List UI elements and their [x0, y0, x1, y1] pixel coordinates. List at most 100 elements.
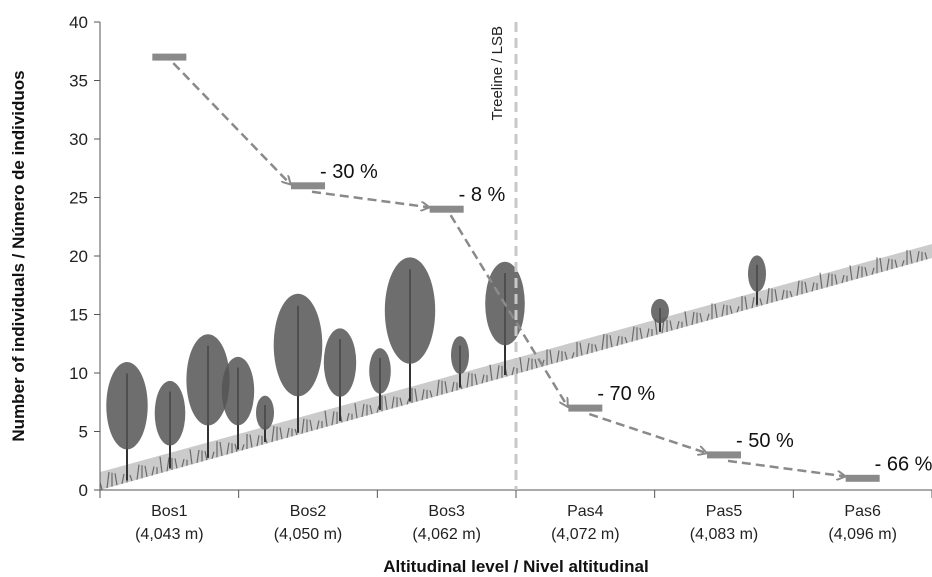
grass-blade [564, 351, 568, 360]
trend-arrow [311, 190, 429, 207]
grass-blade [159, 456, 163, 473]
grass-blade [796, 280, 800, 296]
grass-blade [354, 403, 358, 419]
tree-crown [186, 334, 230, 426]
grass-blade [294, 428, 298, 436]
change-label: - 66 % [875, 453, 932, 475]
grass-blade [249, 434, 253, 448]
grass-blade [466, 372, 470, 388]
grass-blade [624, 336, 628, 344]
tree-crown [106, 362, 148, 450]
tree-crown [323, 328, 357, 397]
grass-blade [646, 328, 650, 338]
grass-blade [421, 389, 425, 401]
grass-blade [669, 320, 673, 331]
grass-blade [166, 457, 170, 472]
x-category-altitude: (4,043 m) [135, 526, 203, 543]
grass-blade [864, 266, 868, 277]
grass-blade [894, 259, 898, 268]
grass-blade [481, 374, 485, 384]
grass-blade [241, 444, 245, 451]
x-category-altitude: (4,072 m) [551, 526, 619, 543]
tree-crown [748, 255, 766, 292]
grass-blade [534, 359, 538, 369]
grass-blade [114, 473, 118, 486]
grass-blade [189, 449, 193, 465]
grass-blade [324, 410, 328, 427]
grass-blade [676, 320, 680, 330]
grass-blade [526, 357, 530, 372]
grass-blade [699, 313, 703, 323]
grass-blade [766, 287, 770, 305]
y-tick-label: 15 [69, 306, 88, 325]
grass-blade [376, 405, 380, 413]
grass-blade [496, 365, 500, 380]
data-marker [845, 474, 880, 482]
grass-blade [331, 411, 335, 426]
grass-blade [856, 265, 860, 280]
grass-blade [586, 343, 590, 355]
grass-blade [774, 289, 778, 302]
grass-blade [721, 304, 725, 317]
grass-blade [609, 335, 613, 348]
y-tick-label: 20 [69, 247, 88, 266]
grass-blade [414, 388, 418, 402]
grass-blade [744, 296, 748, 310]
grass-blade [849, 265, 853, 281]
grass-blade [286, 427, 290, 438]
grass-blade [519, 357, 523, 373]
trend-arrow [172, 62, 290, 184]
x-category-label: Bos3 [428, 503, 465, 520]
labels: - 30 % - 8 % - 70 % - 50 % - 66 % [320, 161, 932, 475]
grass-blade [196, 449, 200, 464]
grass-blade [391, 396, 395, 409]
grass-blade [219, 441, 223, 457]
grass-blade [556, 350, 560, 363]
tree-crown [651, 298, 669, 324]
grass-blade [901, 260, 905, 267]
y-tick-label: 5 [79, 423, 88, 442]
grass-blade [361, 403, 365, 418]
x-category-altitude: (4,062 m) [412, 526, 480, 543]
tree-crown [451, 336, 469, 375]
x-category-label: Pas6 [844, 503, 881, 520]
grass-blade [549, 349, 553, 365]
y-tick-label: 30 [69, 130, 88, 149]
grass-blade [384, 395, 388, 411]
tree-crown [384, 257, 436, 364]
grass-blade [684, 311, 688, 327]
tree-crown [273, 293, 323, 397]
grass-blade [429, 390, 433, 398]
grass-blade [144, 465, 148, 478]
grass-blade [151, 466, 155, 476]
grass-blade [916, 251, 920, 263]
x-category-label: Bos1 [151, 503, 188, 520]
tree-crown [221, 356, 255, 426]
grass-blade [279, 427, 283, 440]
data-marker [707, 451, 741, 459]
grass-blade [706, 313, 710, 321]
y-tick-label: 0 [79, 481, 88, 500]
y-axis-title: Number of individuals / Número de indivi… [9, 70, 28, 441]
grass-blade [594, 344, 598, 352]
tree-crown [369, 348, 391, 394]
markers [152, 53, 880, 482]
y-tick-label: 35 [69, 72, 88, 91]
data-marker [152, 53, 187, 61]
change-label: - 50 % [736, 430, 794, 452]
x-category-altitude: (4,050 m) [274, 526, 342, 543]
grass-blade [789, 290, 793, 298]
grass-blade [399, 397, 403, 406]
grass-blade [819, 272, 823, 289]
grass-blade [631, 326, 635, 342]
data-marker [291, 182, 325, 190]
grass-blade [489, 364, 493, 381]
grass-blade [826, 273, 830, 288]
grass-blade [256, 435, 260, 447]
data-marker [568, 404, 603, 412]
grass-blade [136, 464, 140, 480]
grass-blade [129, 474, 133, 482]
grass-blade [511, 366, 515, 376]
y-tick-label: 25 [69, 189, 88, 208]
grass-blade [834, 274, 838, 285]
